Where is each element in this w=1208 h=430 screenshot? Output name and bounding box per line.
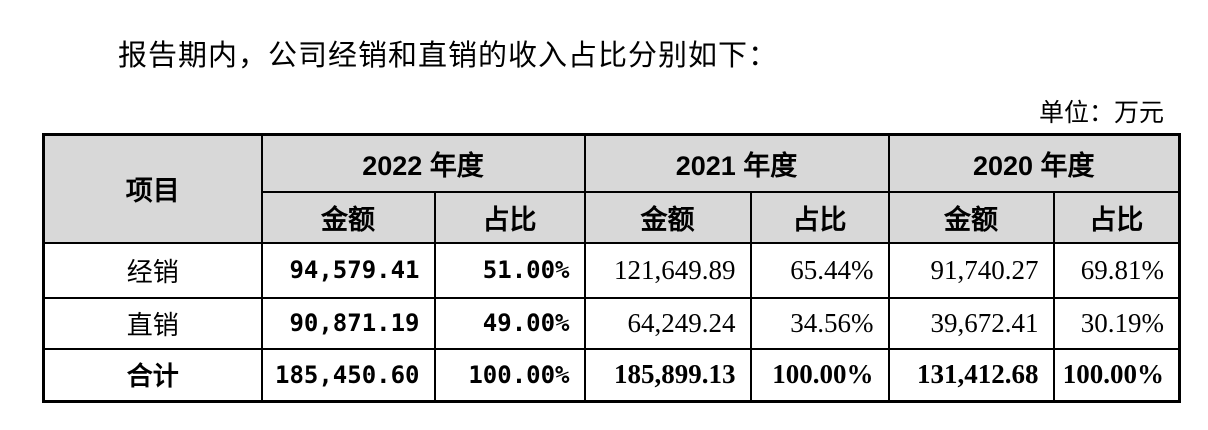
row-label-direct-sales: 直销	[42, 296, 263, 350]
cell-2021-amount-direct: 64,249.24	[583, 296, 752, 350]
header-ratio-2020: 占比	[1052, 190, 1181, 244]
header-year-2021: 2021 年度	[583, 133, 890, 193]
cell-2021-ratio-distribution: 65.44%	[749, 241, 890, 299]
header-ratio-2022: 占比	[433, 190, 586, 244]
cell-2022-amount-distribution: 94,579.41	[260, 241, 436, 299]
revenue-breakdown-table: 项目 2022 年度 2021 年度 2020 年度 金额 占比 金额 占比 金…	[42, 133, 1181, 403]
cell-2021-amount-total: 185,899.13	[583, 347, 752, 403]
unit-label: 单位：万元	[1038, 100, 1164, 127]
cell-2020-amount-direct: 39,672.41	[887, 296, 1055, 350]
table-row-direct-sales: 直销 90,871.19 49.00% 64,249.24 34.56% 39,…	[42, 296, 1181, 350]
table-header: 项目 2022 年度 2021 年度 2020 年度 金额 占比 金额 占比 金…	[42, 133, 1181, 244]
year-header-row: 项目 2022 年度 2021 年度 2020 年度	[42, 133, 1181, 244]
cell-2020-ratio-total: 100.00%	[1052, 347, 1181, 403]
header-item: 项目	[42, 133, 263, 244]
row-label-total: 合计	[42, 347, 263, 403]
cell-2020-amount-distribution: 91,740.27	[887, 241, 1055, 299]
header-year-2020: 2020 年度	[887, 133, 1181, 193]
cell-2021-ratio-direct: 34.56%	[749, 296, 890, 350]
header-year-2022: 2022 年度	[260, 133, 586, 193]
cell-2021-ratio-total: 100.00%	[749, 347, 890, 403]
cell-2022-ratio-total: 100.00%	[433, 347, 586, 403]
cell-2022-ratio-distribution: 51.00%	[433, 241, 586, 299]
cell-2020-amount-total: 131,412.68	[887, 347, 1055, 403]
table-row-distribution: 经销 94,579.41 51.00% 121,649.89 65.44% 91…	[42, 241, 1181, 299]
header-ratio-2021: 占比	[749, 190, 890, 244]
cell-2022-amount-direct: 90,871.19	[260, 296, 436, 350]
cell-2021-amount-distribution: 121,649.89	[583, 241, 752, 299]
table-row-total: 合计 185,450.60 100.00% 185,899.13 100.00%…	[42, 347, 1181, 403]
cell-2022-ratio-direct: 49.00%	[433, 296, 586, 350]
sub-header-row: 金额 占比 金额 占比 金额 占比	[44, 190, 1181, 244]
header-amount-2020: 金额	[887, 190, 1055, 244]
row-label-distribution: 经销	[42, 241, 263, 299]
cell-2022-amount-total: 185,450.60	[260, 347, 436, 403]
cell-2020-ratio-distribution: 69.81%	[1052, 241, 1181, 299]
header-amount-2022: 金额	[260, 190, 436, 244]
cell-2020-ratio-direct: 30.19%	[1052, 296, 1181, 350]
intro-paragraph: 报告期内，公司经销和直销的收入占比分别如下：	[118, 40, 779, 72]
header-amount-2021: 金额	[583, 190, 752, 244]
